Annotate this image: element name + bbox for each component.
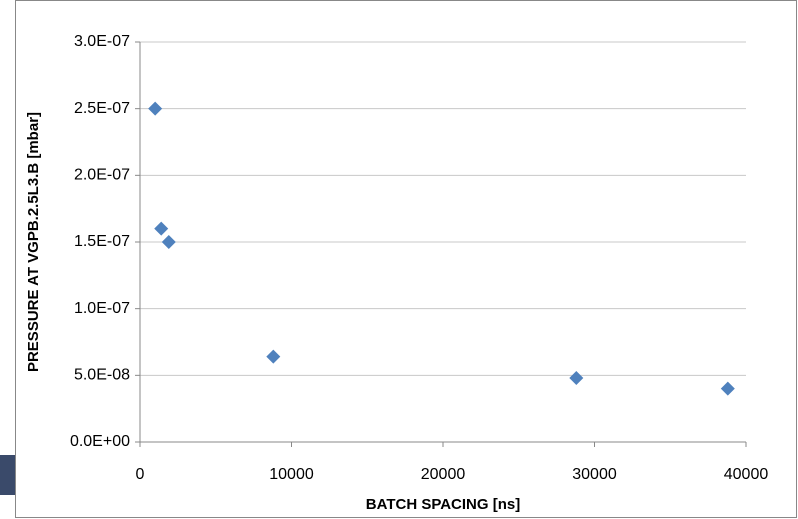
y-tick-label: 1.0E-07 — [74, 300, 130, 317]
x-axis-title: BATCH SPACING [ns] — [366, 496, 520, 513]
x-tick-label: 0 — [136, 466, 145, 483]
x-tick-label: 10000 — [269, 466, 314, 483]
background-fragment — [0, 455, 16, 495]
y-tick-label: 5.0E-08 — [74, 367, 130, 384]
y-axis-title: PRESSURE AT VGPB.2.5L3.B [mbar] — [25, 112, 42, 372]
y-tick-label: 1.5E-07 — [74, 233, 130, 250]
x-tick-label: 40000 — [724, 466, 769, 483]
y-tick-label: 2.0E-07 — [74, 167, 130, 184]
y-tick-label: 0.0E+00 — [70, 433, 130, 450]
y-tick-label: 3.0E-07 — [74, 33, 130, 50]
chart: BATCH SPACING [ns] PRESSURE AT VGPB.2.5L… — [0, 0, 798, 519]
y-tick-label: 2.5E-07 — [74, 100, 130, 117]
x-tick-label: 30000 — [572, 466, 617, 483]
x-tick-label: 20000 — [421, 466, 466, 483]
chart-frame — [16, 1, 797, 518]
